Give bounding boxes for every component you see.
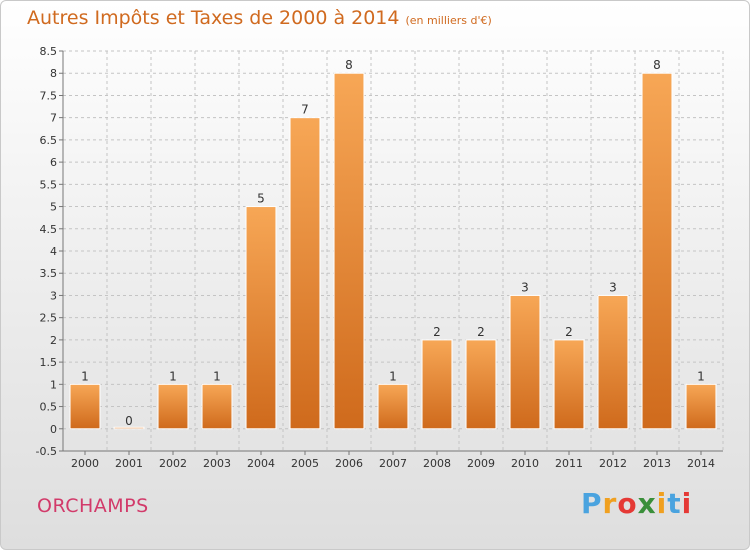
data-label: 1	[389, 369, 397, 383]
y-tick-label: 6	[50, 156, 57, 169]
logo-letter: P	[581, 487, 603, 520]
chart-subtitle: (en milliers d'€)	[405, 14, 492, 27]
x-tick-label: 2013	[643, 457, 671, 470]
logo-letter: r	[602, 487, 618, 520]
data-label: 3	[609, 280, 617, 294]
y-tick-label: 3	[50, 289, 57, 302]
logo-letter: t	[667, 487, 682, 520]
x-tick-label: 2001	[115, 457, 143, 470]
bar	[113, 426, 145, 430]
bar	[685, 383, 717, 430]
proxiti-logo[interactable]: Proxiti	[581, 487, 692, 520]
y-tick-label: 7	[50, 112, 57, 125]
y-tick-label: 3.5	[40, 267, 58, 280]
logo-letter: i	[656, 487, 668, 520]
data-label: 2	[477, 325, 485, 339]
bar	[157, 383, 189, 430]
logo-letter: x	[637, 487, 657, 520]
x-tick-label: 2002	[159, 457, 187, 470]
data-label: 0	[125, 414, 133, 428]
y-tick-label: 5	[50, 201, 57, 214]
bar	[509, 294, 541, 430]
x-tick-label: 2011	[555, 457, 583, 470]
bars	[69, 72, 717, 430]
y-tick-label: 5.5	[40, 178, 58, 191]
y-tick-label: 6.5	[40, 134, 58, 147]
data-label: 1	[81, 369, 89, 383]
data-label: 8	[345, 58, 353, 72]
data-label: 1	[213, 369, 221, 383]
x-tick-label: 2010	[511, 457, 539, 470]
bar	[641, 72, 673, 430]
x-tick-label: 2003	[203, 457, 231, 470]
bar	[553, 339, 585, 430]
x-tick-label: 2012	[599, 457, 627, 470]
data-label: 3	[521, 280, 529, 294]
x-tick-label: 2007	[379, 457, 407, 470]
data-label: 8	[653, 58, 661, 72]
y-tick-label: 2	[50, 334, 57, 347]
y-tick-label: 4.5	[40, 223, 58, 236]
y-tick-label: 1	[50, 378, 57, 391]
bar	[333, 72, 365, 430]
y-tick-label: 2.5	[40, 312, 58, 325]
bar	[377, 383, 409, 430]
logo-letter: i	[681, 487, 693, 520]
data-label: 5	[257, 192, 265, 206]
bar	[245, 206, 277, 430]
bar	[465, 339, 497, 430]
bar	[289, 117, 321, 430]
logo-letter: o	[617, 487, 638, 520]
y-tick-label: 4	[50, 245, 57, 258]
y-tick-label: 0	[50, 423, 57, 436]
x-tick-label: 2009	[467, 457, 495, 470]
y-tick-label: 8.5	[40, 45, 58, 58]
y-tick-label: 7.5	[40, 89, 58, 102]
y-tick-label: 1.5	[40, 356, 58, 369]
y-tick-label: -0.5	[36, 445, 57, 458]
y-tick-label: 8	[50, 67, 57, 80]
chart-title: Autres Impôts et Taxes de 2000 à 2014 (en…	[27, 7, 492, 29]
bar	[201, 383, 233, 430]
x-tick-label: 2000	[71, 457, 99, 470]
data-label: 1	[169, 369, 177, 383]
x-tick-label: 2006	[335, 457, 363, 470]
city-name: ORCHAMPS	[37, 495, 149, 517]
axes: -0.5 0 0.5 1 1.5 2 2.5 3 3.5 4 4.5 5 5.5 6 6.5 7 7.5 8 8.5…	[36, 45, 723, 470]
bar	[597, 294, 629, 430]
x-tick-label: 2014	[687, 457, 715, 470]
bar	[69, 383, 101, 430]
data-label: 7	[301, 103, 309, 117]
x-tick-label: 2005	[291, 457, 319, 470]
bar	[421, 339, 453, 430]
data-label: 1	[697, 369, 705, 383]
chart-title-text: Autres Impôts et Taxes de 2000 à 2014	[27, 7, 400, 29]
data-label: 2	[565, 325, 573, 339]
y-tick-label: 0.5	[40, 401, 58, 414]
x-tick-label: 2008	[423, 457, 451, 470]
data-label: 2	[433, 325, 441, 339]
x-tick-label: 2004	[247, 457, 275, 470]
data-labels: 1 0 1 1 5 7 8 1 2 2 3 2 3 8 1	[81, 58, 705, 428]
